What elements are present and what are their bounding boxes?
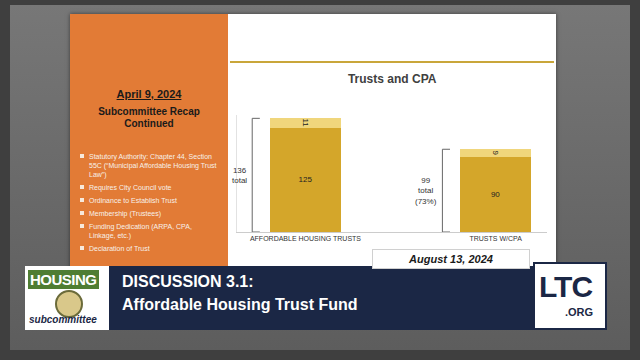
svg-text:TRUSTS W/CPA: TRUSTS W/CPA <box>469 235 522 242</box>
html-text:August 13, 2024: August 13, 2024 <box>409 253 493 265</box>
svg-text:90: 90 <box>491 190 500 199</box>
html-text:Ordinance to Establish Trust: Ordinance to Establish Trust <box>89 197 177 204</box>
html-text:.ORG: .ORG <box>565 306 594 318</box>
svg-text:136total: 136total <box>232 166 247 185</box>
html-text:subcommittee: subcommittee <box>29 314 97 325</box>
html-text:Funding Dedication (ARPA, CPA,: Funding Dedication (ARPA, CPA, Linkage, … <box>89 223 192 239</box>
html-text:LTC: LTC <box>539 270 593 303</box>
svg-text:99total(73%): 99total(73%) <box>415 176 437 206</box>
html-text:Subcommittee Recap Continued: Subcommittee Recap Continued <box>98 106 200 129</box>
html-text:Declaration of Trust: Declaration of Trust <box>89 245 150 252</box>
html-text:Statutory Authority: Chapter 4: Statutory Authority: Chapter 44, Section… <box>89 153 217 178</box>
html-text:HOUSING: HOUSING <box>30 271 97 288</box>
html-text:Affordable Housing Trust Fund: Affordable Housing Trust Fund <box>122 296 358 313</box>
svg-text:125: 125 <box>299 175 313 184</box>
svg-text:11: 11 <box>301 119 310 128</box>
html-text:Membership (Trustees): Membership (Trustees) <box>89 210 162 217</box>
svg-text:Trusts and CPA: Trusts and CPA <box>348 72 437 86</box>
svg-text:AFFORDABLE HOUSING TRUSTS: AFFORDABLE HOUSING TRUSTS <box>250 235 361 242</box>
html-text:Requires City Council vote: Requires City Council vote <box>89 184 172 191</box>
html-text:April 9, 2024: April 9, 2024 <box>116 88 182 100</box>
html-text:DISCUSSION 3.1:: DISCUSSION 3.1: <box>122 273 254 290</box>
svg-text:9: 9 <box>491 151 500 156</box>
